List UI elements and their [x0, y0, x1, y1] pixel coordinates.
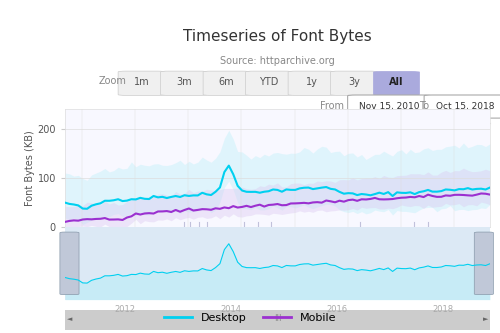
FancyBboxPatch shape: [160, 71, 208, 95]
Text: Source: httparchive.org: Source: httparchive.org: [220, 56, 335, 66]
Bar: [65, 310, 490, 330]
Text: III: III: [274, 314, 281, 323]
Text: 3m: 3m: [176, 77, 192, 87]
Text: To: To: [419, 101, 429, 111]
FancyBboxPatch shape: [348, 95, 430, 118]
Text: C: C: [196, 246, 202, 255]
FancyBboxPatch shape: [246, 71, 292, 95]
Text: 3y: 3y: [348, 77, 360, 87]
Text: F: F: [242, 246, 246, 255]
Text: I: I: [359, 246, 362, 255]
Text: All: All: [389, 77, 404, 87]
Text: Zoom: Zoom: [99, 76, 127, 86]
FancyBboxPatch shape: [288, 71, 335, 95]
Text: 1m: 1m: [134, 77, 150, 87]
FancyBboxPatch shape: [424, 95, 500, 118]
Text: B: B: [188, 246, 193, 255]
Text: From: From: [320, 101, 344, 111]
FancyBboxPatch shape: [330, 71, 378, 95]
Text: Oct 15, 2018: Oct 15, 2018: [436, 102, 494, 111]
Text: K: K: [426, 246, 431, 255]
FancyBboxPatch shape: [474, 232, 494, 295]
Text: Nov 15, 2010: Nov 15, 2010: [358, 102, 419, 111]
FancyBboxPatch shape: [118, 71, 165, 95]
Text: YTD: YTD: [260, 77, 278, 87]
FancyBboxPatch shape: [60, 232, 79, 295]
Text: D: D: [204, 246, 210, 255]
Text: ◄: ◄: [67, 316, 72, 322]
Text: H: H: [268, 246, 274, 255]
FancyBboxPatch shape: [203, 71, 250, 95]
Text: G: G: [256, 246, 262, 255]
Text: 6m: 6m: [218, 77, 234, 87]
Y-axis label: Font Bytes (KB): Font Bytes (KB): [24, 130, 34, 206]
Text: 1y: 1y: [306, 77, 318, 87]
FancyBboxPatch shape: [373, 71, 420, 95]
Text: J: J: [412, 246, 414, 255]
Text: ►: ►: [482, 316, 488, 322]
Legend: Desktop, Mobile: Desktop, Mobile: [160, 309, 340, 327]
Text: A: A: [182, 246, 186, 255]
Text: Timeseries of Font Bytes: Timeseries of Font Bytes: [183, 29, 372, 44]
